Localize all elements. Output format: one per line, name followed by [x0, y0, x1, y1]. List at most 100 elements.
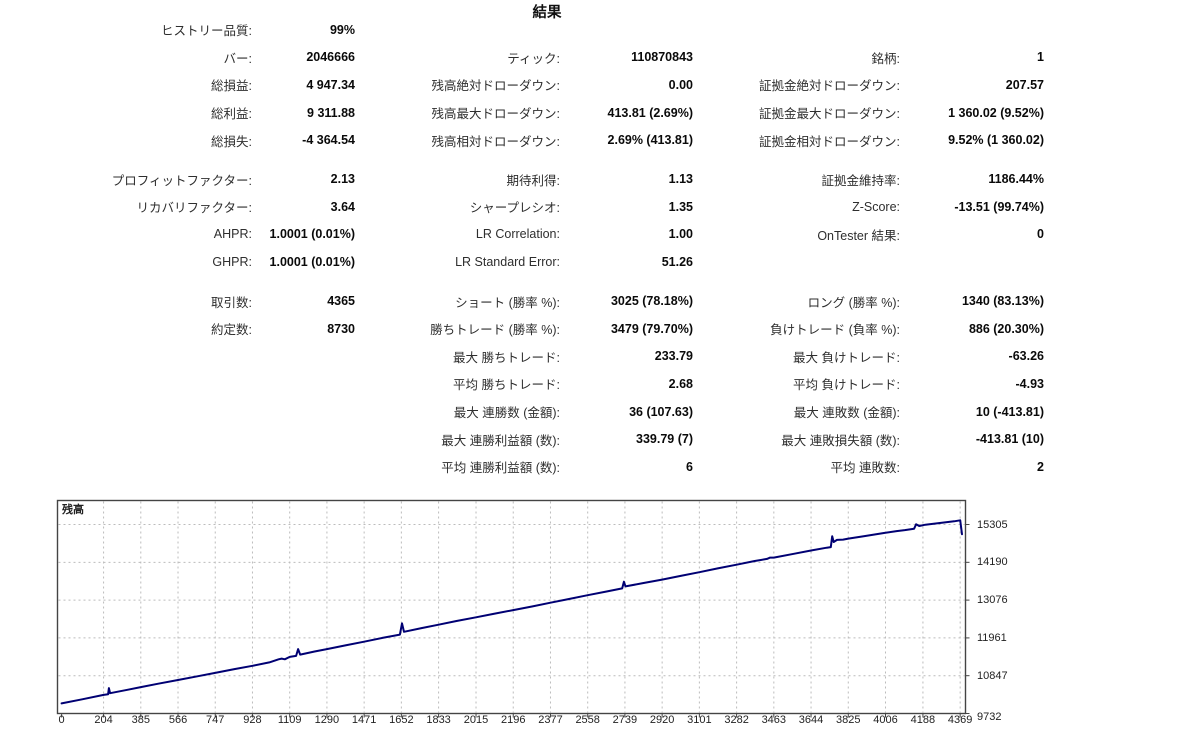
stat-value: 1 360.02 (9.52%) — [948, 105, 1044, 120]
stat-label: ティック: — [507, 51, 560, 66]
stat-label: 残高絶対ドローダウン: — [431, 79, 560, 94]
stat-value: 1.0001 (0.01%) — [269, 227, 355, 242]
stat-value: 2 — [1037, 459, 1044, 474]
stats-row: プロフィットファクター: 2.13 期待利得: 1.13 証拠金維持率: 1186.44% — [0, 165, 1100, 193]
stat-label: LR Correlation: — [475, 227, 560, 242]
stat-value: 3025 (78.18%) — [610, 294, 693, 309]
balance-chart-canvas — [56, 499, 970, 718]
stat-value: 1186.44% — [988, 172, 1044, 187]
x-axis-tick-label: 1471 — [351, 714, 377, 726]
stats-row: 平均 勝ちトレード: 2.68 平均 負けトレード: -4.93 — [0, 370, 1100, 398]
stats-row: 最大 連勝利益額 (数): 339.79 (7) 最大 連敗損失額 (数): -413… — [0, 425, 1100, 453]
stat-label: 平均 勝ちトレード: — [453, 378, 560, 393]
stat-value: 1.00 — [668, 227, 693, 242]
stats-row: 約定数: 8730 勝ちトレード (勝率 %): 3479 (79.70%) 負けトレー… — [0, 315, 1100, 343]
x-axis-tick-label: 204 — [94, 714, 113, 726]
stats-row: 取引数: 4365 ショート (勝率 %): 3025 (78.18%) ロング (勝率… — [0, 287, 1100, 315]
x-axis-tick-label: 747 — [206, 714, 225, 726]
stat-label: 残高最大ドローダウン: — [431, 107, 560, 122]
stat-value: 99% — [329, 22, 355, 37]
stat-value: -4.93 — [1015, 376, 1045, 391]
stat-label: 銘柄: — [871, 51, 900, 66]
stat-label: AHPR: — [213, 227, 252, 242]
stat-value: 4 947.34 — [306, 77, 355, 92]
stat-label: バー: — [223, 51, 252, 66]
x-axis-tick-label: 2920 — [649, 714, 675, 726]
stat-label: 最大 連勝数 (金額): — [453, 406, 560, 421]
stats-row: 総損失: -4 364.54 残高相対ドローダウン: 2.69% (413.81) 証拠… — [0, 126, 1100, 154]
x-axis-tick-label: 566 — [168, 714, 188, 726]
stat-label: 最大 連敗損失額 (数): — [781, 433, 900, 448]
stats-table: ヒストリー品質: 99% バー: 2046666 ティック: 110870843 銘柄: 1 総… — [0, 16, 1100, 481]
x-axis-tick-label: 2739 — [612, 714, 638, 726]
stats-row: AHPR: 1.0001 (0.01%) LR Correlation: 1.00 On… — [0, 221, 1100, 249]
stat-label: ショート (勝率 %): — [455, 295, 560, 310]
stats-row: ヒストリー品質: 99% — [0, 16, 1100, 44]
stat-label: LR Standard Error: — [455, 255, 560, 270]
stat-label: 勝ちトレード (勝率 %): — [430, 323, 560, 338]
y-axis-tick-label: 14190 — [977, 556, 1008, 569]
x-axis-tick-label: 2015 — [463, 714, 489, 726]
stat-value: -4 364.54 — [302, 133, 355, 148]
stat-value: 9.52% (1 360.02) — [948, 133, 1044, 148]
stat-value: 2046666 — [306, 50, 355, 65]
x-axis-tick-label: 2558 — [575, 714, 600, 726]
stat-value: 4365 — [327, 294, 355, 309]
stat-value: 339.79 (7) — [636, 432, 693, 447]
stats-row: リカバリファクター: 3.64 シャープレシオ: 1.35 Z-Score: -13.51… — [0, 193, 1100, 221]
stat-label: 最大 勝ちトレード: — [453, 350, 560, 365]
stats-row: GHPR: 1.0001 (0.01%) LR Standard Error: 51.… — [0, 248, 1100, 276]
x-axis-tick-label: 3463 — [761, 714, 787, 726]
y-axis-tick-label: 11961 — [977, 631, 1007, 644]
stat-value: 207.57 — [1005, 77, 1044, 92]
stat-label: 負けトレード (負率 %): — [770, 323, 900, 338]
stats-section-1: ヒストリー品質: 99% バー: 2046666 ティック: 110870843 銘柄: 1 総… — [0, 16, 1100, 154]
stat-label: 期待利得: — [506, 173, 560, 188]
chart-title-label: 残高 — [62, 504, 84, 516]
x-axis-tick-label: 1652 — [389, 714, 414, 726]
stats-row: 最大 連勝数 (金額): 36 (107.63) 最大 連敗数 (金額): 10 (-… — [0, 398, 1100, 426]
stat-label: 平均 連敗数: — [830, 461, 900, 476]
x-axis-tick-label: 385 — [131, 714, 150, 726]
stats-section-2: プロフィットファクター: 2.13 期待利得: 1.13 証拠金維持率: 1186.44%… — [0, 165, 1100, 275]
stat-label: 取引数: — [211, 295, 252, 310]
stat-value: 1.13 — [668, 172, 693, 187]
stat-label: 証拠金維持率: — [821, 173, 900, 188]
stat-value: 0 — [1037, 227, 1044, 242]
x-axis-tick-label: 4369 — [947, 714, 973, 726]
stat-value: 6 — [686, 459, 693, 474]
stat-value: 1.35 — [668, 199, 693, 214]
x-axis-tick-label: 1290 — [314, 714, 340, 726]
stat-value: -13.51 (99.74%) — [954, 199, 1044, 214]
stat-label: 証拠金絶対ドローダウン: — [759, 79, 900, 94]
stats-row: 平均 連勝利益額 (数): 6 平均 連敗数: 2 — [0, 453, 1100, 481]
stat-label: 平均 連勝利益額 (数): — [441, 461, 560, 476]
plot-border — [56, 499, 967, 715]
x-axis-tick-label: 1109 — [277, 714, 302, 726]
x-axis-tick-label: 928 — [243, 714, 262, 726]
stat-label: GHPR: — [212, 255, 252, 270]
stat-value: 1.0001 (0.01%) — [269, 255, 355, 270]
stat-value: 9 311.88 — [307, 105, 355, 120]
stat-label: 総利益: — [211, 107, 252, 122]
stat-label: シャープレシオ: — [469, 201, 560, 216]
stat-label: ヒストリー品質: — [161, 24, 252, 39]
stat-value: 10 (-413.81) — [975, 404, 1044, 419]
stat-value: 2.68 — [668, 376, 693, 391]
stat-label: 最大 負けトレード: — [793, 350, 900, 365]
x-axis-tick-label: 3282 — [724, 714, 749, 726]
stats-row: バー: 2046666 ティック: 110870843 銘柄: 1 — [0, 44, 1100, 72]
stat-label: 総損失: — [211, 134, 252, 149]
stats-row: 総損益: 4 947.34 残高絶対ドローダウン: 0.00 証拠金絶対ドローダウン: 2… — [0, 71, 1100, 99]
x-axis-tick-label: 3825 — [836, 714, 861, 726]
stat-value: 1340 (83.13%) — [961, 294, 1044, 309]
stat-value: 233.79 — [654, 349, 693, 364]
x-axis-tick-label: 3101 — [687, 714, 712, 726]
stat-value: 3479 (79.70%) — [610, 321, 693, 336]
y-axis-tick-label: 9732 — [977, 710, 1002, 723]
x-axis-tick-label: 4006 — [873, 714, 898, 726]
x-axis-tick-label: 2377 — [538, 714, 563, 726]
stat-label: 残高相対ドローダウン: — [431, 134, 560, 149]
stat-label: Z-Score: — [852, 199, 900, 214]
